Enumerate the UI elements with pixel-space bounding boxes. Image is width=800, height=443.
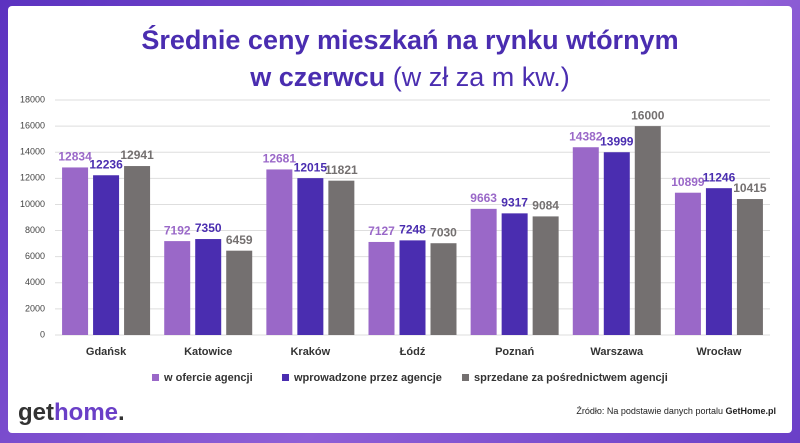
bar — [226, 250, 253, 335]
legend-label: wprowadzone przez agencje — [293, 372, 442, 384]
value-label: 11246 — [703, 170, 736, 184]
y-tick-label: 14000 — [20, 147, 45, 157]
value-label: 7030 — [430, 225, 457, 239]
bar — [93, 175, 120, 335]
bar — [634, 126, 661, 335]
x-tick-label: Kraków — [290, 346, 330, 358]
value-label: 16000 — [631, 108, 665, 122]
x-tick-label: Wrocław — [696, 346, 741, 358]
value-label: 10415 — [733, 181, 767, 195]
bar — [164, 241, 191, 335]
logo-part: home — [54, 399, 118, 426]
bar — [705, 188, 732, 335]
value-label: 7350 — [195, 221, 222, 235]
bar — [736, 199, 763, 335]
logo: gethome. — [18, 399, 125, 426]
x-tick-label: Gdańsk — [86, 346, 127, 358]
value-label: 7248 — [399, 223, 426, 237]
value-label: 12236 — [89, 157, 123, 171]
chart-title: Średnie ceny mieszkań na rynku wtórnym w… — [141, 25, 679, 92]
bar — [470, 208, 497, 335]
bar — [328, 180, 355, 335]
bar — [532, 216, 559, 335]
bar — [124, 166, 151, 335]
value-label: 9317 — [501, 196, 528, 210]
y-tick-label: 8000 — [25, 225, 45, 235]
value-label: 12834 — [58, 150, 92, 164]
x-tick-label: Łódź — [400, 346, 426, 358]
value-label: 12015 — [294, 160, 328, 174]
bar — [399, 240, 426, 335]
bar — [603, 152, 630, 335]
bar — [62, 167, 89, 335]
source-site: GetHome.pl — [725, 406, 776, 416]
legend-label: sprzedane za pośrednictwem agencji — [474, 372, 668, 384]
bar — [501, 213, 528, 335]
value-label: 11821 — [325, 163, 358, 177]
bar — [297, 178, 324, 335]
x-tick-label: Katowice — [184, 346, 232, 358]
bar — [572, 147, 599, 335]
legend-swatch — [282, 374, 289, 381]
value-label: 9663 — [470, 191, 497, 205]
y-tick-label: 4000 — [25, 277, 45, 287]
y-tick-label: 12000 — [20, 173, 45, 183]
bar — [368, 241, 395, 335]
bar — [195, 239, 222, 335]
value-label: 9084 — [532, 199, 559, 213]
value-label: 10899 — [671, 175, 705, 189]
legend-swatch — [152, 374, 159, 381]
value-label: 14382 — [569, 129, 603, 143]
value-label: 12681 — [263, 152, 297, 166]
source-text: Źródło: Na podstawie danych portalu — [576, 406, 723, 416]
y-tick-label: 6000 — [25, 251, 45, 261]
y-tick-label: 16000 — [20, 120, 45, 130]
value-label: 7127 — [368, 224, 395, 238]
value-label: 6459 — [226, 233, 253, 247]
y-tick-label: 18000 — [20, 94, 45, 104]
logo-part: . — [118, 399, 125, 426]
source: Źródło: Na podstawie danych portalu GetH… — [576, 406, 776, 416]
bar — [266, 169, 293, 335]
y-tick-label: 10000 — [20, 199, 45, 209]
y-tick-label: 0 — [40, 329, 45, 339]
y-tick-label: 2000 — [25, 303, 45, 313]
bar — [430, 243, 457, 335]
value-label: 13999 — [600, 134, 634, 148]
legend-label: w ofercie agencji — [163, 372, 253, 384]
legend-swatch — [462, 374, 469, 381]
logo-part: get — [18, 399, 54, 426]
value-label: 12941 — [120, 148, 154, 162]
bar — [674, 192, 701, 335]
x-tick-label: Poznań — [495, 346, 534, 358]
value-label: 7192 — [164, 223, 191, 237]
title-block: Średnie ceny mieszkań na rynku wtórnym w… — [140, 22, 680, 96]
x-tick-label: Warszawa — [590, 346, 644, 358]
chart-subtitle: (w zł za m kw.) — [392, 62, 570, 92]
